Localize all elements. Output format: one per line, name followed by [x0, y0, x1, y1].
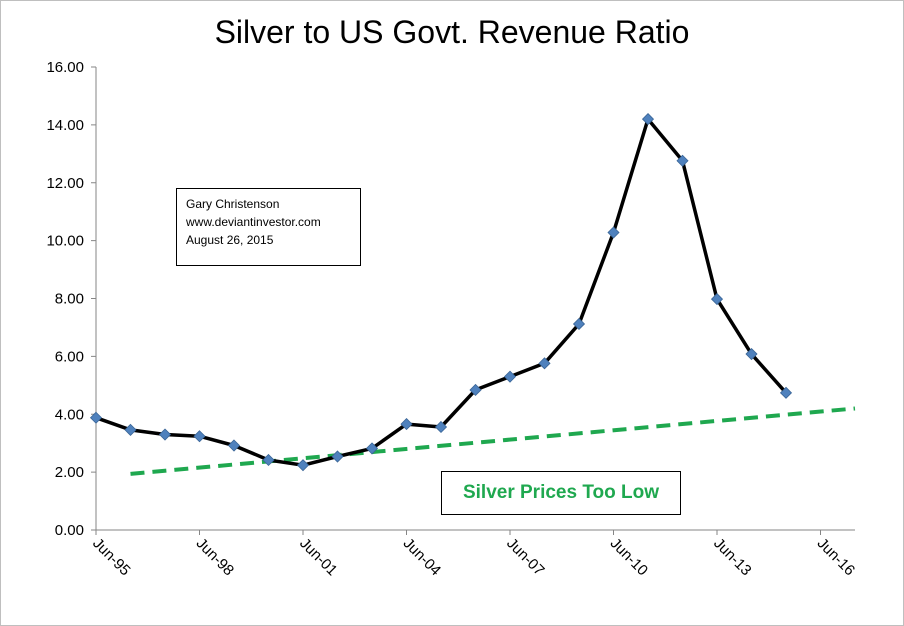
trendline [130, 406, 856, 476]
data-point-marker [779, 386, 793, 399]
y-tick-label: 2.00 [55, 464, 84, 481]
data-point-marker [331, 450, 344, 463]
callout-annotation: Silver Prices Too Low [441, 471, 681, 515]
x-tick-label: Jun-98 [193, 535, 237, 579]
x-tick-label: Jun-10 [607, 535, 651, 579]
data-point-marker [710, 293, 724, 306]
data-point-marker [572, 317, 586, 331]
x-tick-label: Jun-16 [814, 535, 858, 579]
data-point-marker [641, 113, 655, 126]
data-point-marker [296, 459, 310, 472]
data-point-marker [503, 370, 517, 383]
data-point-marker [676, 154, 689, 167]
info-author: Gary Christenson [186, 197, 280, 211]
info-date: August 26, 2015 [186, 233, 274, 247]
y-tick-label: 6.00 [55, 348, 84, 365]
series-line [95, 117, 788, 467]
data-point-marker [538, 357, 551, 370]
data-point-marker [400, 418, 413, 431]
info-website: www.deviantinvestor.com [186, 215, 321, 229]
data-point-marker [365, 442, 379, 455]
data-point-marker [124, 423, 137, 436]
data-point-marker [469, 383, 482, 397]
data-point-marker [158, 428, 172, 441]
data-point-marker [607, 226, 620, 239]
x-tick-label: Jun-07 [503, 535, 547, 579]
x-tick-label: Jun-13 [710, 535, 754, 579]
y-tick-label: 16.00 [46, 59, 84, 76]
data-point-marker [89, 411, 103, 424]
y-tick-label: 14.00 [46, 117, 84, 134]
data-point-marker [262, 453, 275, 467]
data-point-marker [227, 439, 241, 452]
chart-title: Silver to US Govt. Revenue Ratio [214, 14, 690, 50]
x-tick-label: Jun-95 [89, 535, 133, 579]
y-tick-label: 12.00 [46, 175, 84, 192]
author-info-box: Gary Christenson www.deviantinvestor.com… [176, 188, 361, 266]
data-point-marker [193, 430, 206, 443]
y-tick-label: 8.00 [55, 291, 84, 308]
y-tick-label: 0.00 [55, 522, 84, 539]
data-point-marker [434, 420, 448, 434]
x-tick-label: Jun-01 [296, 535, 340, 579]
y-tick-label: 4.00 [55, 406, 84, 423]
x-tick-label: Jun-04 [400, 535, 444, 579]
y-tick-label: 10.00 [46, 233, 84, 250]
data-point-marker [745, 347, 758, 361]
